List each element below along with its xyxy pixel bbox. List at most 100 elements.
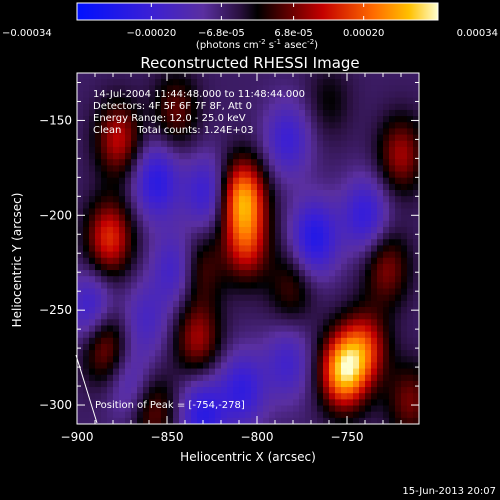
heatmap-cell <box>359 374 366 382</box>
heatmap-cell <box>119 79 126 86</box>
heatmap-cell <box>329 380 336 388</box>
heatmap-cell <box>113 245 120 252</box>
heatmap-cell <box>389 196 396 203</box>
heatmap-cell <box>407 300 414 308</box>
heatmap-cell <box>131 343 138 351</box>
heatmap-cell <box>113 356 120 363</box>
heatmap-cell <box>359 239 366 246</box>
heatmap-cell <box>227 417 234 424</box>
heatmap-cell <box>323 362 330 369</box>
heatmap-cell <box>287 196 294 203</box>
heatmap-cell <box>197 226 204 234</box>
heatmap-cell <box>395 313 402 320</box>
heatmap-cell <box>377 368 384 376</box>
heatmap-cell <box>143 171 150 179</box>
heatmap-cell <box>227 300 234 308</box>
heatmap-cell <box>323 165 330 172</box>
heatmap-cell <box>287 85 294 92</box>
heatmap-cell <box>251 350 258 357</box>
heatmap-cell <box>365 300 372 308</box>
heatmap-cell <box>353 233 360 240</box>
heatmap-cell <box>221 103 228 111</box>
heatmap-cell <box>239 257 246 265</box>
heatmap-cell <box>383 196 390 203</box>
heatmap-cell <box>215 319 222 326</box>
heatmap-cell <box>413 399 419 406</box>
heatmap-cell <box>383 153 390 160</box>
heatmap-cell <box>257 208 264 216</box>
heatmap-cell <box>173 85 180 92</box>
heatmap-cell <box>269 196 276 203</box>
heatmap-cell <box>113 411 120 419</box>
heatmap-cell <box>95 325 102 333</box>
heatmap-cell <box>263 362 270 369</box>
heatmap-cell <box>335 300 342 308</box>
heatmap-cell <box>347 233 354 240</box>
heatmap-cell <box>83 294 90 302</box>
heatmap-cell <box>173 171 180 179</box>
heatmap-cell <box>131 146 138 154</box>
heatmap-cell <box>317 103 324 111</box>
heatmap-cell <box>191 146 198 154</box>
heatmap-cell <box>281 196 288 203</box>
heatmap-cell <box>389 405 396 413</box>
heatmap-cell <box>317 325 324 333</box>
heatmap-cell <box>299 85 306 92</box>
heatmap-cell <box>383 282 390 289</box>
heatmap-cell <box>395 177 402 185</box>
heatmap-cell <box>239 190 246 197</box>
heatmap-cell <box>389 85 396 92</box>
heatmap-cell <box>407 282 414 289</box>
heatmap-cell <box>203 387 210 394</box>
heatmap-cell <box>365 405 372 413</box>
heatmap-cell <box>341 337 348 345</box>
heatmap-cell <box>209 393 216 400</box>
heatmap-cell <box>125 350 132 357</box>
heatmap-cell <box>263 97 270 105</box>
heatmap-cell <box>365 171 372 179</box>
heatmap-cell <box>113 220 120 228</box>
heatmap-cell <box>383 233 390 240</box>
heatmap-cell <box>311 374 318 382</box>
peak-pointer-line <box>75 354 98 424</box>
heatmap-cell <box>185 85 192 92</box>
heatmap-cell <box>197 368 204 376</box>
heatmap-cell <box>401 183 408 191</box>
heatmap-cell <box>155 226 162 234</box>
heatmap-cell <box>137 307 144 314</box>
heatmap-cell <box>341 325 348 333</box>
heatmap-cell <box>197 270 204 277</box>
heatmap-cell <box>365 226 372 234</box>
heatmap-cell <box>155 140 162 148</box>
heatmap-cell <box>299 276 306 283</box>
heatmap-cell <box>377 97 384 105</box>
heatmap-cell <box>89 319 96 326</box>
heatmap-cell <box>179 411 186 419</box>
heatmap-cell <box>191 411 198 419</box>
heatmap-cell <box>305 97 312 105</box>
heatmap-cell <box>365 183 372 191</box>
heatmap-cell <box>179 97 186 105</box>
heatmap-cell <box>167 337 174 345</box>
heatmap-cell <box>401 239 408 246</box>
heatmap-cell <box>383 140 390 148</box>
heatmap-cell <box>209 177 216 185</box>
heatmap-cell <box>107 183 114 191</box>
heatmap-cell <box>191 417 198 424</box>
heatmap-cell <box>173 405 180 413</box>
heatmap-cell <box>131 140 138 148</box>
heatmap-cell <box>161 208 168 216</box>
heatmap-cell <box>407 257 414 265</box>
heatmap-cell <box>323 325 330 333</box>
heatmap-cell <box>107 350 114 357</box>
heatmap-cell <box>77 239 84 246</box>
heatmap-cell <box>227 140 234 148</box>
heatmap-cell <box>359 109 366 117</box>
heatmap-cell <box>131 73 138 80</box>
heatmap-cell <box>293 190 300 197</box>
heatmap-cell <box>395 196 402 203</box>
heatmap-cell <box>317 288 324 296</box>
heatmap-cell <box>407 103 414 111</box>
heatmap-cell <box>221 214 228 222</box>
heatmap-cell <box>365 128 372 135</box>
